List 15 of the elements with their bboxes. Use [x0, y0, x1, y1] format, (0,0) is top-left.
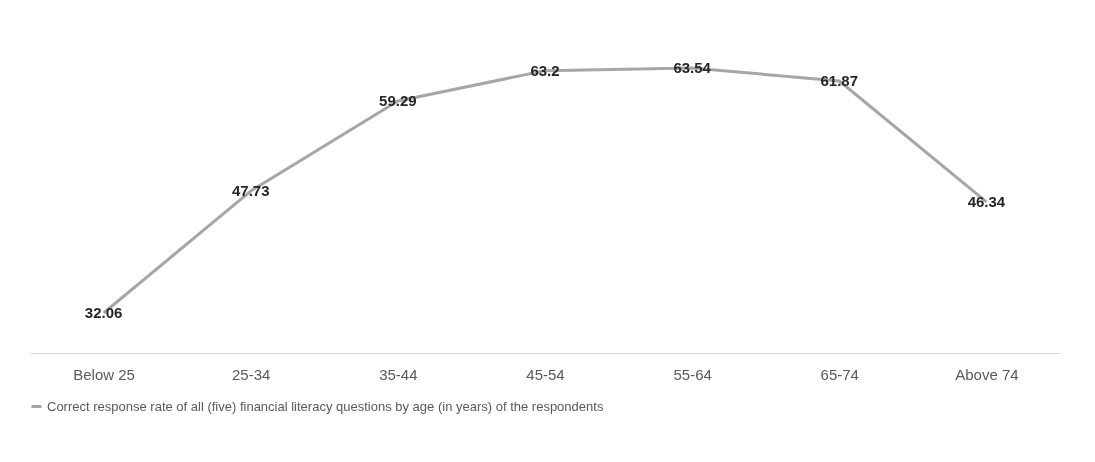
x-tick-label: 45-54 — [526, 365, 565, 383]
x-tick-label: 65-74 — [820, 365, 859, 383]
data-label: 46.34 — [967, 192, 1006, 210]
data-label: 61.87 — [820, 72, 859, 89]
data-label: 47.73 — [231, 182, 270, 200]
data-label: 32.06 — [84, 304, 123, 321]
legend-label: Correct response rate of all (five) financial literacy questions by age (in years) of the respondents — [47, 398, 604, 414]
data-label: 63.2 — [530, 61, 560, 79]
x-tick-label: Above 74 — [955, 365, 1019, 383]
data-label: 63.54 — [673, 59, 712, 76]
data-label: 59.29 — [379, 92, 417, 110]
x-tick-label: Below 25 — [73, 365, 135, 383]
x-tick-label: 25-34 — [232, 365, 271, 383]
x-tick-label: 35-44 — [379, 365, 418, 383]
x-tick-label: 55-64 — [673, 365, 712, 383]
